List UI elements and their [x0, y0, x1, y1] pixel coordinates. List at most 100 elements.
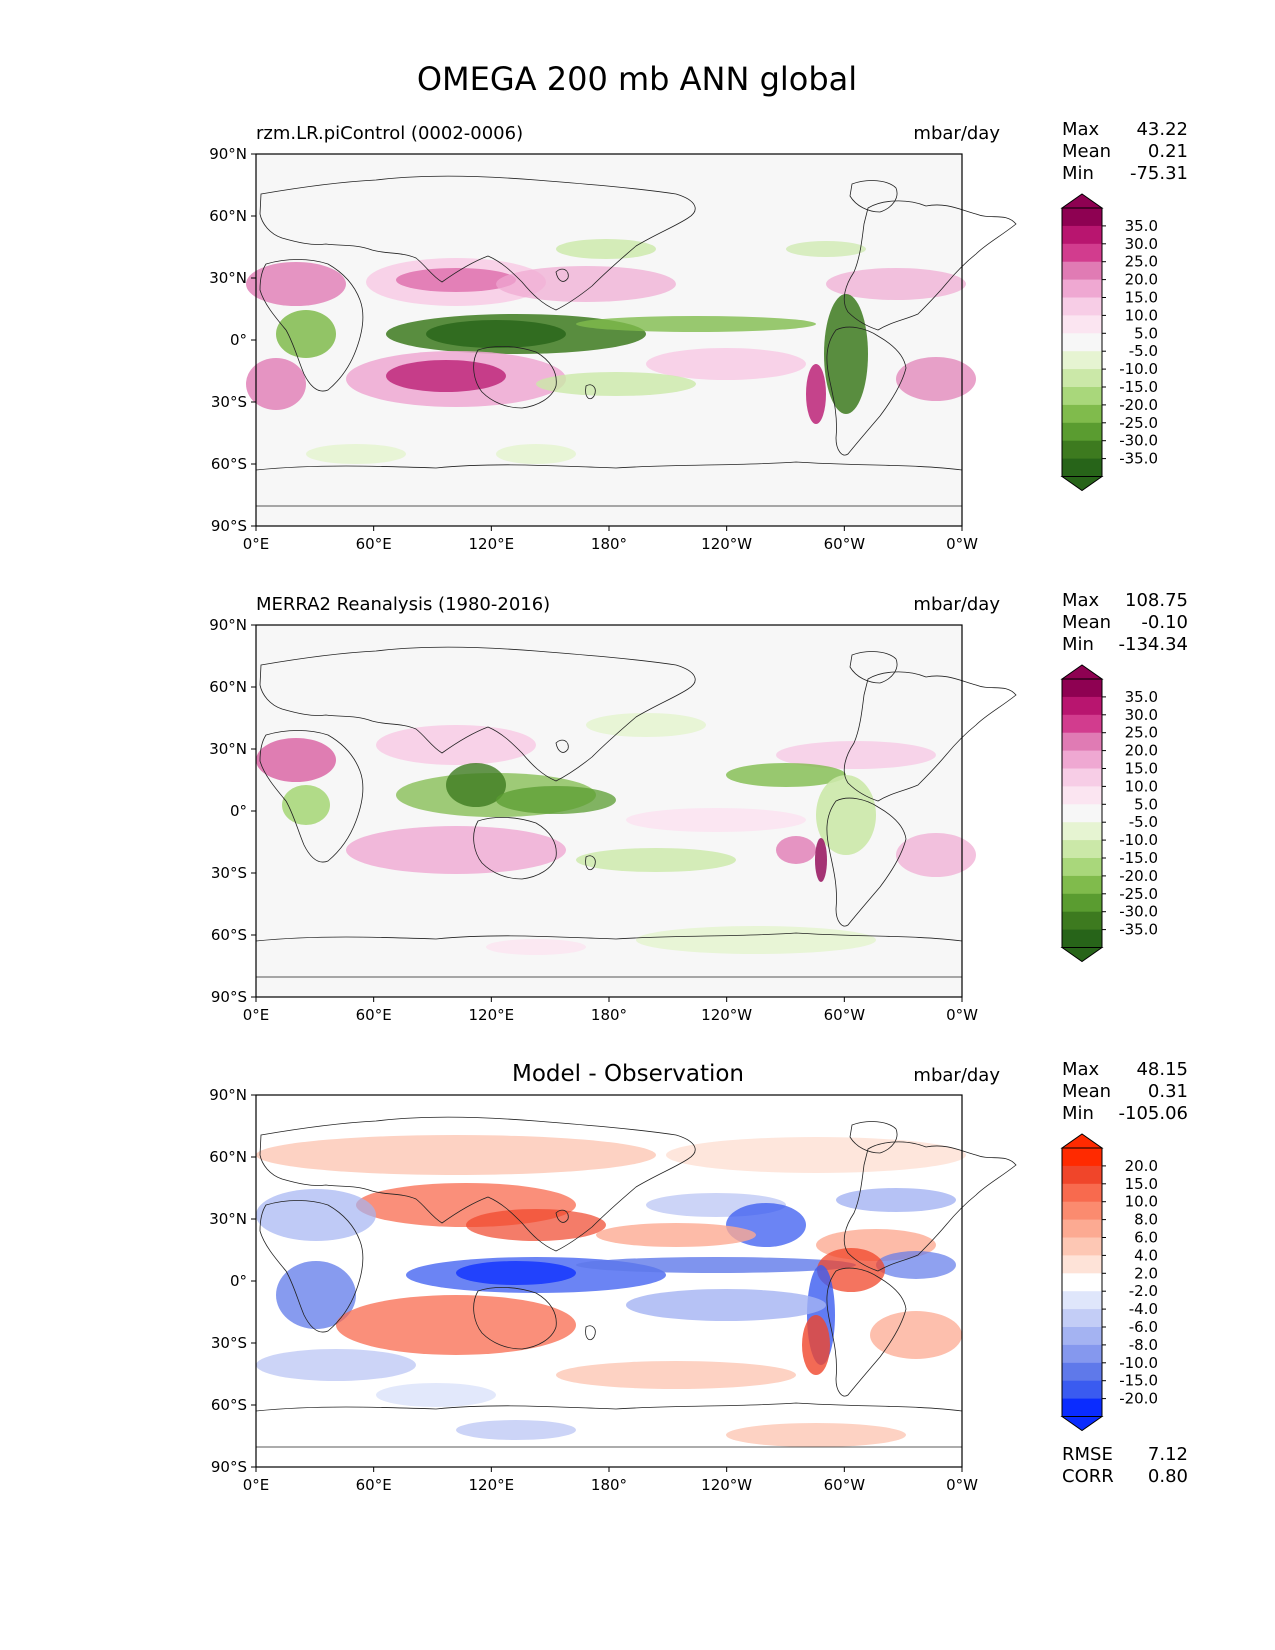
colorbar-swatch	[1062, 1219, 1102, 1238]
panel-1-units: mbar/day	[913, 123, 1000, 144]
panel-3-center-title: Model - Observation	[512, 1061, 744, 1087]
panel-3-map	[255, 1094, 1017, 1468]
lat-tick-label: 30°N	[209, 1210, 247, 1228]
colorbar-swatch	[1062, 911, 1102, 930]
field-blob	[817, 1248, 885, 1292]
field-blob	[456, 1261, 576, 1285]
colorbar-tick-label: -20.0	[1119, 1390, 1158, 1408]
panel-2-map	[255, 624, 1017, 998]
field-blob	[376, 725, 536, 765]
panel-2: MERRA2 Reanalysis (1980-2016) mbar/day	[209, 590, 1188, 1024]
lat-tick-label: 90°S	[211, 517, 247, 535]
panel-2-units: mbar/day	[913, 594, 1000, 615]
corr-label: CORR	[1062, 1466, 1114, 1487]
field-blob	[870, 1311, 962, 1359]
colorbar-tick-label: 15.0	[1125, 289, 1158, 307]
colorbar-top-extend	[1060, 1133, 1104, 1149]
field-blob	[386, 360, 506, 392]
field-blob	[896, 833, 976, 877]
field-blob	[726, 763, 846, 787]
lat-tick-label: 30°N	[209, 740, 247, 758]
colorbar-tick-label: 35.0	[1125, 217, 1158, 235]
stat-value: -0.10	[1141, 612, 1188, 633]
field-blob	[776, 836, 816, 864]
field-blob	[336, 1295, 576, 1355]
colorbar-tick-label: 15.0	[1125, 1175, 1158, 1193]
field-blob	[776, 741, 936, 769]
colorbar-swatch	[1062, 1165, 1102, 1185]
stat-value: 0.21	[1148, 141, 1188, 162]
colorbar-tick-label: 35.0	[1125, 688, 1158, 706]
colorbar-tick-label: 5.0	[1134, 795, 1158, 813]
colorbar-swatch	[1062, 404, 1102, 424]
colorbar-swatch	[1062, 297, 1102, 316]
colorbar-swatch	[1062, 714, 1102, 734]
stat-value: -75.31	[1130, 163, 1188, 184]
lat-tick-label: 90°S	[211, 1458, 247, 1476]
field-blob	[824, 294, 868, 414]
lon-tick-label: 180°	[591, 535, 627, 553]
field-blob	[576, 848, 736, 872]
field-blob	[646, 348, 806, 380]
field-blob	[896, 357, 976, 401]
stat-value: 48.15	[1136, 1059, 1188, 1080]
colorbar-swatch	[1062, 1183, 1102, 1203]
colorbar-top-extend	[1060, 193, 1104, 209]
field-blob	[636, 926, 876, 954]
colorbar-swatch	[1062, 279, 1102, 298]
colorbar-tick-label: -5.0	[1129, 342, 1158, 360]
field-blob	[586, 713, 706, 737]
colorbar-swatch	[1062, 1398, 1102, 1417]
colorbar-bottom-extend	[1060, 1416, 1104, 1432]
panel-3-stats: Max 48.15 Mean 0.31 Min -105.06	[1062, 1059, 1188, 1124]
colorbar-swatch	[1062, 875, 1102, 895]
field-blob	[836, 1188, 956, 1212]
colorbar-tick-label: 25.0	[1125, 253, 1158, 271]
lon-tick-label: 60°W	[824, 535, 866, 553]
field-blob	[536, 372, 696, 396]
field-blob	[816, 775, 876, 855]
colorbar-swatch	[1062, 1255, 1102, 1274]
field-blob	[426, 320, 566, 348]
colorbar-swatch	[1062, 804, 1102, 823]
colorbar-swatch	[1062, 696, 1102, 716]
field-blob	[826, 268, 966, 300]
colorbar-swatch	[1062, 750, 1102, 769]
field-blob	[626, 1289, 826, 1321]
field-blob	[496, 266, 676, 302]
lon-tick-label: 0°W	[946, 1476, 978, 1494]
panel-1-left-title: rzm.LR.piControl (0002-0006)	[256, 123, 523, 144]
stat-label: Min	[1062, 1103, 1094, 1124]
field-blob	[456, 1420, 576, 1440]
lat-tick-label: 60°N	[209, 678, 247, 696]
colorbar-swatch	[1062, 1344, 1102, 1364]
field-blob	[446, 763, 506, 807]
field-blob	[496, 786, 616, 814]
colorbar-tick-label: -4.0	[1129, 1300, 1158, 1318]
panel-1-stats: Max 43.22 Mean 0.21 Min -75.31	[1062, 119, 1188, 184]
colorbar-swatch	[1062, 387, 1102, 406]
colorbar-top-extend	[1060, 664, 1104, 680]
panel-2-field	[256, 713, 976, 955]
rmse-label: RMSE	[1062, 1444, 1113, 1465]
lat-tick-label: 0°	[230, 1272, 247, 1290]
field-blob	[246, 262, 346, 306]
field-blob	[256, 1189, 376, 1241]
field-blob	[576, 1257, 856, 1273]
colorbar-swatch	[1062, 1148, 1102, 1167]
lat-tick-label: 90°N	[209, 616, 247, 634]
colorbar-tick-label: 15.0	[1125, 760, 1158, 778]
colorbar-swatch	[1062, 893, 1102, 913]
lon-tick-label: 120°W	[701, 1006, 752, 1024]
figure-title: OMEGA 200 mb ANN global	[417, 60, 857, 98]
colorbar-tick-label: 20.0	[1125, 271, 1158, 289]
stat-label: Mean	[1062, 141, 1111, 162]
colorbar-swatch	[1062, 1327, 1102, 1346]
colorbar-tick-label: -30.0	[1119, 432, 1158, 450]
lon-tick-label: 0°E	[243, 1006, 270, 1024]
lat-tick-label: 0°	[230, 802, 247, 820]
stat-value: -105.06	[1119, 1103, 1188, 1124]
colorbar-tick-label: 10.0	[1125, 777, 1158, 795]
field-blob	[282, 785, 330, 825]
lat-tick-label: 60°S	[211, 455, 247, 473]
